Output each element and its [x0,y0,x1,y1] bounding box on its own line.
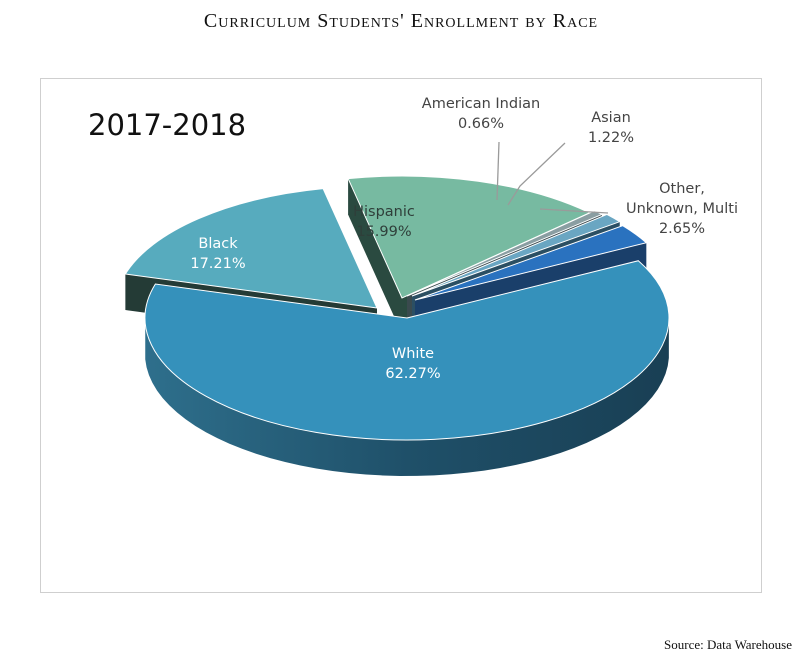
slice-asian [411,213,621,297]
slice-black [124,188,378,309]
slice-white [144,260,670,441]
slice-wall-hispanic-0 [348,178,402,334]
data-label-black: Black 17.21% [190,236,245,272]
slice-rim-white [145,322,669,476]
chart-subtitle: 2017-2018 [88,108,247,142]
data-label-hispanic: Hispanic 15.99% [353,204,415,240]
data-label-american-indian: American Indian 0.66% [422,96,540,132]
leader-line-other-unknown-multi [539,208,609,214]
source-note: Source: Data Warehouse [664,637,792,652]
slice-hispanic [347,175,591,299]
page-title: Curriculum Students' Enrollment by Race [203,10,599,32]
data-label-asian: Asian 1.22% [588,110,634,146]
leader-line-american-indian [496,141,500,201]
leader-line-asian [507,142,566,206]
data-label-other-unknown-multi: Other, Unknown, Multi 2.65% [626,181,738,237]
data-label-white: White 62.27% [385,346,440,382]
slice-other-unknown-multi [414,225,648,301]
